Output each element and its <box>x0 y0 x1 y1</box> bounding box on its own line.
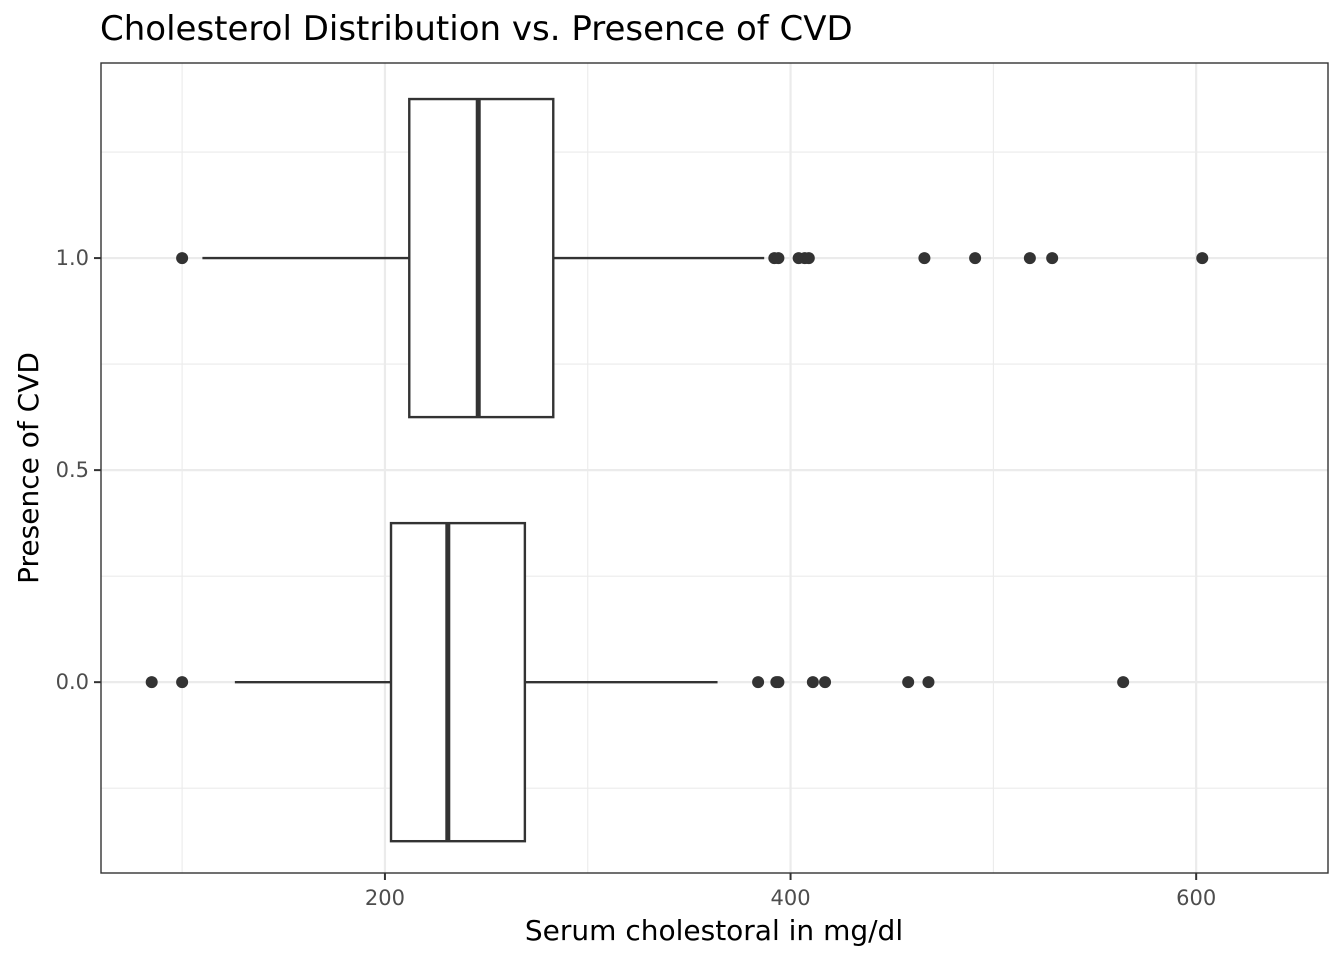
y-tick-label: 0.5 <box>56 458 89 482</box>
y-tick-label: 1.0 <box>56 246 89 270</box>
outlier-point <box>902 676 915 689</box>
outlier-point <box>1023 252 1036 265</box>
x-axis-title: Serum cholestoral in mg/dl <box>525 914 903 947</box>
iqr-box <box>389 521 527 843</box>
outlier-point <box>772 252 785 265</box>
x-tick-label: 600 <box>1176 886 1216 910</box>
box-layer <box>145 97 1209 843</box>
outlier-point <box>802 252 815 265</box>
x-tick-label: 400 <box>771 886 811 910</box>
grid-layer <box>101 63 1328 873</box>
outlier-point <box>819 676 832 689</box>
outlier-point <box>1196 252 1209 265</box>
y-axis-title: Presence of CVD <box>12 352 45 584</box>
y-tick-label: 0.0 <box>56 670 89 694</box>
outlier-point <box>1117 676 1130 689</box>
outlier-point <box>1046 252 1059 265</box>
outlier-point <box>176 252 189 265</box>
iqr-box <box>408 97 555 419</box>
outlier-point <box>969 252 982 265</box>
chart-title: Cholesterol Distribution vs. Presence of… <box>100 9 853 49</box>
outlier-point <box>806 676 819 689</box>
outlier-point <box>772 676 785 689</box>
outlier-point <box>922 676 935 689</box>
outlier-point <box>176 676 189 689</box>
tick-layer: 200 400 600 0.0 0.5 1.0 <box>56 246 1217 910</box>
x-tick-label: 200 <box>365 886 405 910</box>
outlier-point <box>752 676 765 689</box>
panel-border <box>100 62 1329 874</box>
outlier-point <box>918 252 931 265</box>
outlier-point <box>145 676 158 689</box>
